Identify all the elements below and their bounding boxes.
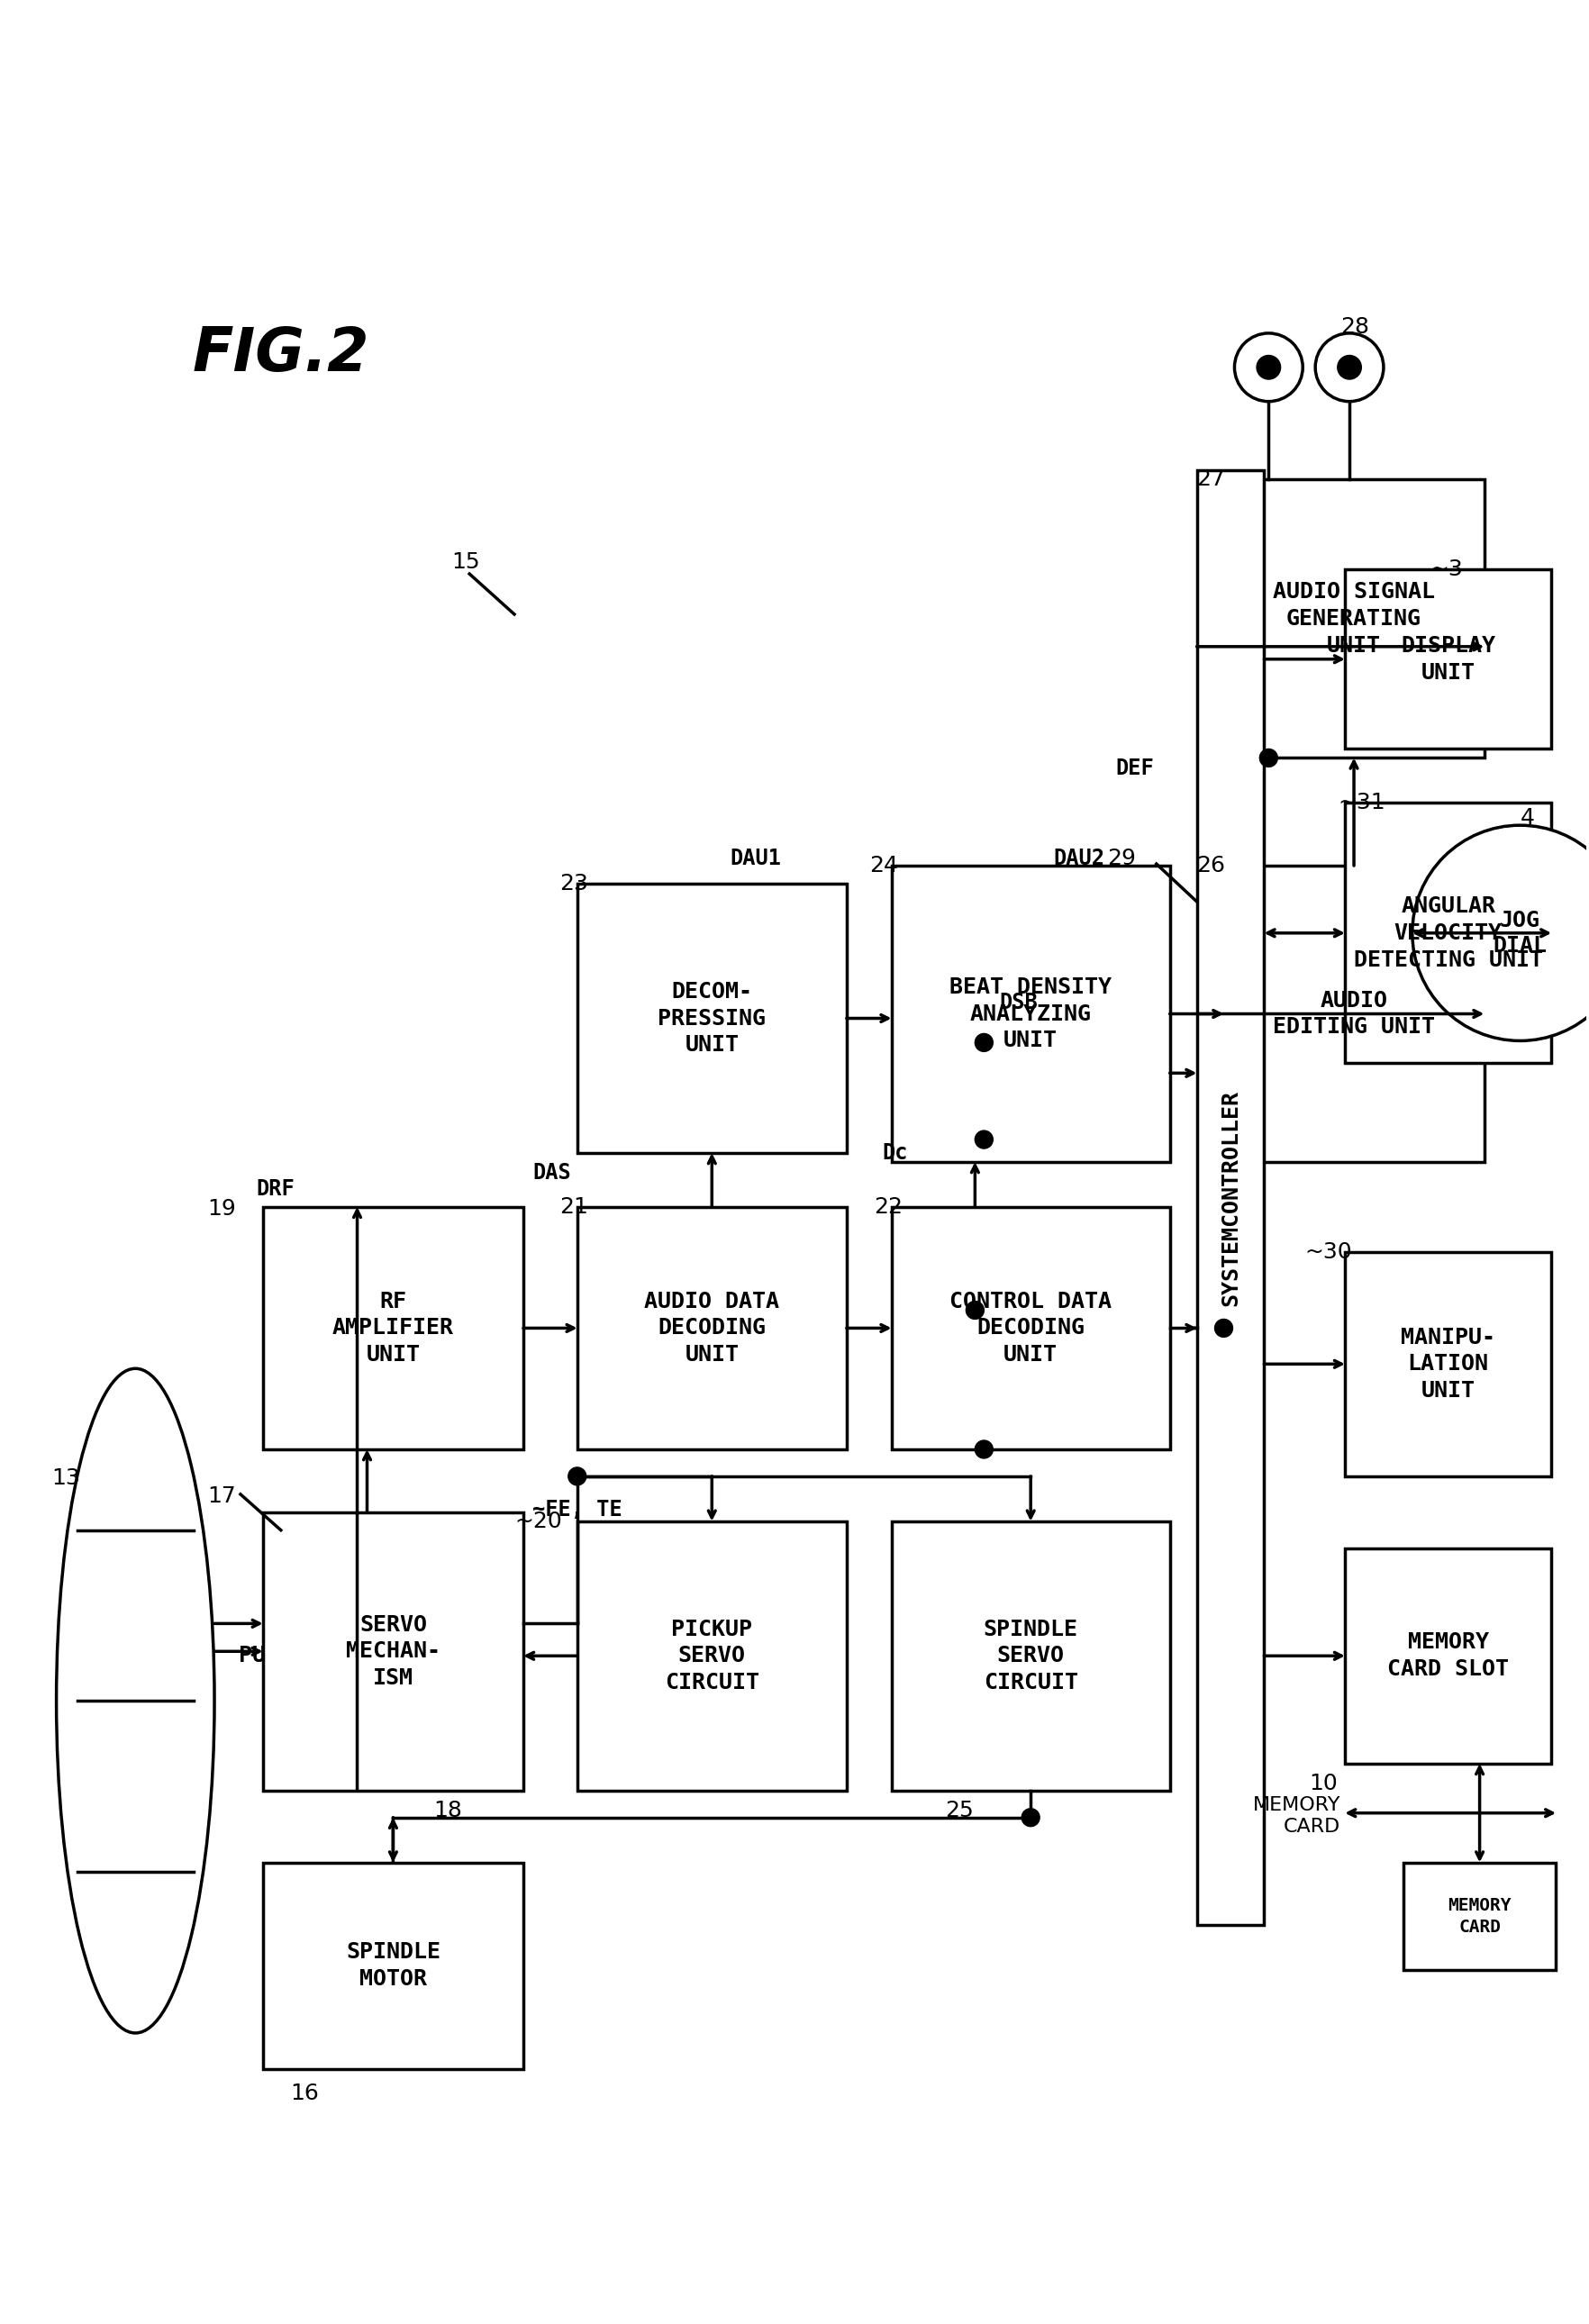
Circle shape bbox=[966, 1301, 984, 1320]
Circle shape bbox=[569, 1466, 586, 1485]
Bar bbox=[262, 1862, 523, 2068]
Text: 24: 24 bbox=[869, 855, 898, 876]
Text: DRF: DRF bbox=[256, 1178, 294, 1199]
Text: ~31: ~31 bbox=[1338, 792, 1386, 813]
Text: FIG.2: FIG.2 bbox=[192, 323, 369, 383]
Circle shape bbox=[1260, 748, 1278, 767]
Text: DSB: DSB bbox=[999, 992, 1038, 1013]
Text: 19: 19 bbox=[207, 1197, 235, 1220]
Circle shape bbox=[976, 1034, 993, 1050]
Bar bbox=[891, 1522, 1170, 1789]
Text: ~FE, TE: ~FE, TE bbox=[532, 1499, 623, 1520]
Text: SYSTEMCONTROLLER: SYSTEMCONTROLLER bbox=[1220, 1090, 1241, 1306]
Text: PICKUP
SERVO
CIRCUIT: PICKUP SERVO CIRCUIT bbox=[664, 1618, 760, 1694]
Text: DISPLAY
UNIT: DISPLAY UNIT bbox=[1401, 634, 1495, 683]
Text: DAS: DAS bbox=[532, 1162, 570, 1183]
Text: BEAT DENSITY
ANALYZING
UNIT: BEAT DENSITY ANALYZING UNIT bbox=[950, 976, 1112, 1050]
Bar bbox=[891, 865, 1170, 1162]
Text: 17: 17 bbox=[208, 1485, 237, 1506]
Bar bbox=[1403, 1862, 1556, 1971]
Bar bbox=[1344, 1253, 1551, 1476]
Ellipse shape bbox=[56, 1369, 215, 2034]
Text: 23: 23 bbox=[559, 874, 588, 895]
Text: 13: 13 bbox=[52, 1466, 81, 1490]
Text: 26: 26 bbox=[1197, 855, 1225, 876]
Text: AUDIO
EDITING UNIT: AUDIO EDITING UNIT bbox=[1273, 990, 1435, 1039]
Bar bbox=[1224, 865, 1484, 1162]
Circle shape bbox=[1316, 332, 1384, 402]
Circle shape bbox=[976, 1129, 993, 1148]
Bar bbox=[1344, 1548, 1551, 1764]
Text: SPINDLE
MOTOR: SPINDLE MOTOR bbox=[346, 1941, 440, 1989]
Text: DAU2: DAU2 bbox=[1054, 848, 1104, 869]
Text: DECOM-
PRESSING
UNIT: DECOM- PRESSING UNIT bbox=[658, 981, 766, 1055]
Bar bbox=[577, 1206, 847, 1450]
Circle shape bbox=[1214, 1320, 1233, 1336]
Text: CONTROL DATA
DECODING
UNIT: CONTROL DATA DECODING UNIT bbox=[950, 1290, 1112, 1367]
Circle shape bbox=[976, 1441, 993, 1459]
Bar bbox=[891, 1206, 1170, 1450]
Bar bbox=[577, 883, 847, 1153]
Text: ~3: ~3 bbox=[1430, 558, 1463, 581]
Bar bbox=[1224, 479, 1484, 758]
Text: 16: 16 bbox=[289, 2082, 318, 2103]
Text: 21: 21 bbox=[559, 1197, 588, 1218]
Bar bbox=[262, 1206, 523, 1450]
Text: JOG
DIAL: JOG DIAL bbox=[1494, 909, 1548, 957]
Text: MEMORY
CARD SLOT: MEMORY CARD SLOT bbox=[1387, 1631, 1510, 1680]
Text: MEMORY
CARD: MEMORY CARD bbox=[1252, 1796, 1341, 1836]
Text: Dc: Dc bbox=[882, 1141, 909, 1164]
Text: ANGULAR
VELOCITY
DETECTING UNIT: ANGULAR VELOCITY DETECTING UNIT bbox=[1354, 895, 1543, 971]
Text: ~20: ~20 bbox=[515, 1511, 563, 1532]
Circle shape bbox=[1257, 356, 1281, 379]
Circle shape bbox=[1235, 332, 1303, 402]
Text: 15: 15 bbox=[451, 551, 480, 574]
Text: 27: 27 bbox=[1197, 469, 1225, 490]
Text: RF
AMPLIFIER
UNIT: RF AMPLIFIER UNIT bbox=[332, 1290, 454, 1367]
Text: 29: 29 bbox=[1108, 848, 1136, 869]
Circle shape bbox=[1338, 356, 1362, 379]
Bar bbox=[577, 1522, 847, 1789]
Text: SERVO
MECHAN-
ISM: SERVO MECHAN- ISM bbox=[346, 1613, 440, 1690]
Bar bbox=[1344, 569, 1551, 748]
Text: SPINDLE
SERVO
CIRCUIT: SPINDLE SERVO CIRCUIT bbox=[984, 1618, 1077, 1694]
Text: DEF: DEF bbox=[1115, 758, 1155, 779]
Text: PU: PU bbox=[238, 1645, 265, 1666]
Text: 22: 22 bbox=[874, 1197, 903, 1218]
Bar bbox=[262, 1513, 523, 1789]
Text: AUDIO SIGNAL
GENERATING
UNIT: AUDIO SIGNAL GENERATING UNIT bbox=[1273, 581, 1435, 655]
Text: AUDIO DATA
DECODING
UNIT: AUDIO DATA DECODING UNIT bbox=[644, 1290, 780, 1367]
Text: 28: 28 bbox=[1341, 316, 1370, 337]
Text: 10: 10 bbox=[1309, 1773, 1338, 1794]
Text: 25: 25 bbox=[945, 1799, 974, 1822]
Text: DAU1: DAU1 bbox=[729, 848, 782, 869]
Ellipse shape bbox=[1413, 825, 1589, 1041]
Bar bbox=[1344, 802, 1551, 1062]
Text: MEMORY
CARD: MEMORY CARD bbox=[1448, 1896, 1511, 1936]
Text: 18: 18 bbox=[434, 1799, 462, 1822]
Bar bbox=[1197, 469, 1265, 1924]
Text: ~30: ~30 bbox=[1305, 1241, 1352, 1262]
Text: 4: 4 bbox=[1521, 806, 1535, 830]
Circle shape bbox=[1022, 1808, 1039, 1827]
Text: MANIPU-
LATION
UNIT: MANIPU- LATION UNIT bbox=[1401, 1327, 1495, 1401]
